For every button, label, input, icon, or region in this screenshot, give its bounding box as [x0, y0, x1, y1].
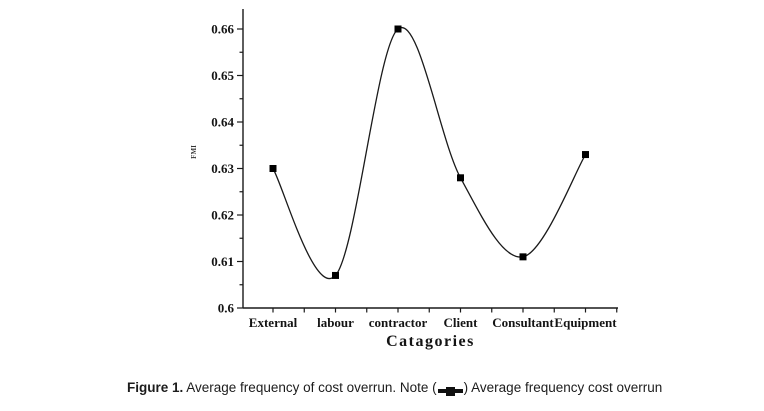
y-axis-title: FMI — [190, 145, 198, 159]
caption-text-after: ) Average frequency cost overrun — [463, 380, 663, 395]
y-tick-label: 0.65 — [211, 68, 234, 83]
x-axis-title: Catagories — [386, 333, 475, 350]
axes — [242, 9, 618, 309]
caption-text-before: Average frequency of cost overrun. Note … — [183, 380, 437, 395]
category-label: labour — [317, 315, 354, 330]
y-tick-label: 0.64 — [211, 115, 234, 130]
line-square-marker-icon — [437, 386, 463, 396]
series-markers — [269, 25, 589, 279]
category-label: Client — [444, 315, 479, 330]
cost-overrun-line-chart: 0.6 0.61 0.62 0.63 0.64 0.65 0.66 External labou… — [190, 9, 618, 350]
figure-label: Figure 1. — [127, 380, 184, 395]
x-axis-ticks — [272, 308, 618, 313]
data-point-marker — [457, 174, 464, 182]
category-label: External — [249, 315, 298, 330]
category-label: Consultant — [492, 315, 554, 330]
data-point-marker — [519, 253, 527, 261]
category-label: contractor — [369, 315, 428, 330]
y-tick-label: 0.66 — [211, 22, 234, 37]
y-tick-label: 0.61 — [211, 254, 234, 269]
data-point-marker — [394, 25, 402, 33]
figure-caption: Figure 1. Average frequency of cost over… — [127, 379, 662, 396]
data-point-marker — [332, 271, 339, 279]
y-tick-label: 0.63 — [211, 161, 234, 176]
data-point-marker — [582, 151, 589, 159]
series-curve — [272, 26, 587, 280]
data-point-marker — [269, 165, 277, 172]
y-axis-ticks: 0.6 0.61 0.62 0.63 0.64 0.65 0.66 — [211, 22, 243, 316]
category-label: Equipment — [554, 315, 617, 330]
y-tick-label: 0.6 — [218, 301, 235, 316]
y-tick-label: 0.62 — [211, 208, 234, 223]
category-labels: External labour contractor Client Consultant… — [249, 315, 617, 330]
